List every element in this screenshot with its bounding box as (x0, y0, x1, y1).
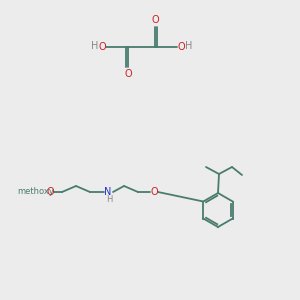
Text: H: H (91, 41, 98, 51)
Text: O: O (177, 42, 184, 52)
Text: N: N (104, 187, 112, 197)
Text: O: O (98, 42, 106, 52)
Text: O: O (124, 69, 132, 79)
Text: methoxy: methoxy (17, 188, 54, 196)
Text: O: O (46, 187, 54, 197)
Text: H: H (185, 41, 192, 51)
Text: O: O (150, 187, 158, 197)
Text: H: H (106, 196, 112, 205)
Text: O: O (151, 15, 159, 25)
